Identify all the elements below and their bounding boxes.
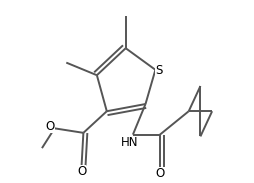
Text: O: O: [77, 165, 86, 178]
Text: O: O: [155, 167, 164, 180]
Text: O: O: [45, 120, 55, 133]
Text: HN: HN: [120, 136, 137, 149]
Text: S: S: [154, 64, 162, 77]
